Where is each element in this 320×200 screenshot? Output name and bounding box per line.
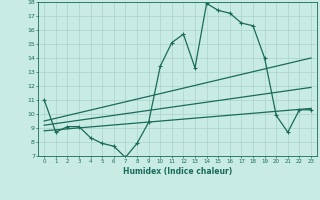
X-axis label: Humidex (Indice chaleur): Humidex (Indice chaleur) [123, 167, 232, 176]
